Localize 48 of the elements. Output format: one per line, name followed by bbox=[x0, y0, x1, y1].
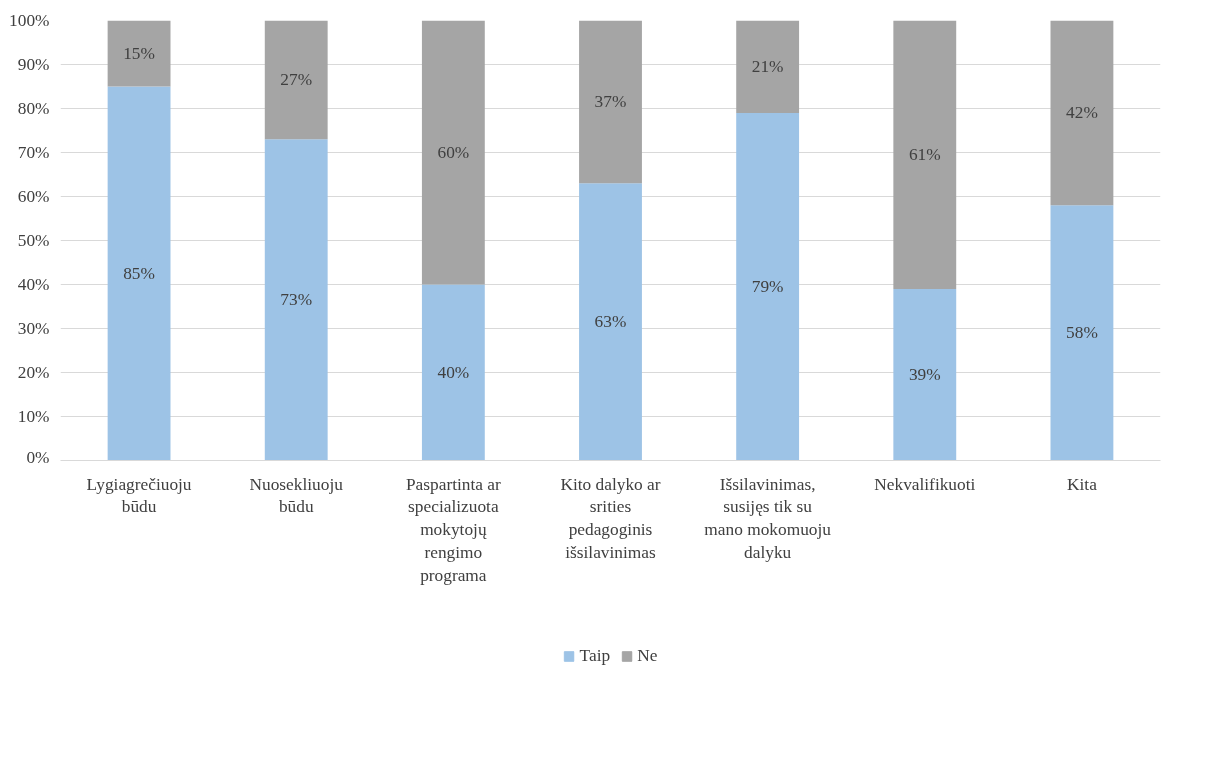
bar bbox=[736, 112, 800, 461]
y-tick-label: 50% bbox=[17, 231, 50, 250]
y-tick-label: 0% bbox=[26, 447, 50, 467]
bar bbox=[421, 284, 485, 461]
data-label: 40% bbox=[437, 363, 470, 382]
data-label: 79% bbox=[751, 277, 784, 297]
x-tick-label: Paspartinta ar specializuota mokytojų rengimo programa bbox=[405, 474, 501, 585]
bar bbox=[421, 20, 485, 285]
y-tick-label: 90% bbox=[17, 55, 50, 74]
data-label: 85% bbox=[123, 264, 155, 283]
x-tick-label: Nekvalifikuoti bbox=[874, 474, 976, 494]
bar bbox=[579, 20, 642, 184]
data-label: 63% bbox=[594, 312, 627, 332]
bar bbox=[1050, 205, 1114, 461]
bar bbox=[893, 20, 957, 289]
data-label: 15% bbox=[123, 44, 155, 63]
bar bbox=[736, 20, 800, 113]
x-tick-label: Išsilavinimas, susijęs tik su mano mokomuoju dalyku bbox=[704, 474, 832, 562]
data-label: 61% bbox=[908, 145, 941, 165]
y-tick-label: 20% bbox=[17, 363, 50, 382]
y-tick-label: 80% bbox=[17, 99, 50, 118]
data-label: 37% bbox=[594, 92, 627, 112]
data-label: 42% bbox=[1066, 103, 1098, 123]
data-label: 21% bbox=[751, 57, 784, 77]
y-tick-label: 70% bbox=[17, 143, 50, 162]
x-tick-label: Kito dalyko ar srities pedagoginis išsilavinimas bbox=[560, 474, 661, 562]
bar bbox=[264, 20, 328, 140]
legend-label: Taip bbox=[579, 646, 611, 666]
bar bbox=[107, 86, 171, 461]
data-label: 73% bbox=[280, 290, 313, 310]
y-tick-label: 100% bbox=[9, 11, 50, 30]
bar bbox=[107, 20, 171, 87]
bar bbox=[579, 183, 642, 461]
data-label: 60% bbox=[437, 143, 470, 162]
data-label: 39% bbox=[908, 365, 941, 385]
x-tick-label: Kita bbox=[1067, 474, 1098, 494]
y-tick-label: 60% bbox=[17, 187, 50, 206]
y-tick-label: 30% bbox=[17, 319, 50, 338]
data-label: 27% bbox=[280, 70, 313, 90]
data-label: 58% bbox=[1066, 323, 1098, 343]
x-tick-label: Nuosekliuoju būdu bbox=[249, 474, 344, 517]
legend-label: Ne bbox=[637, 646, 658, 666]
bar bbox=[1050, 20, 1114, 206]
bar bbox=[264, 139, 328, 461]
x-tick-label: Lygiagrečiuoju būdu bbox=[86, 474, 192, 517]
y-tick-label: 40% bbox=[17, 275, 50, 294]
bar bbox=[893, 288, 957, 461]
y-tick-label: 10% bbox=[17, 407, 50, 426]
